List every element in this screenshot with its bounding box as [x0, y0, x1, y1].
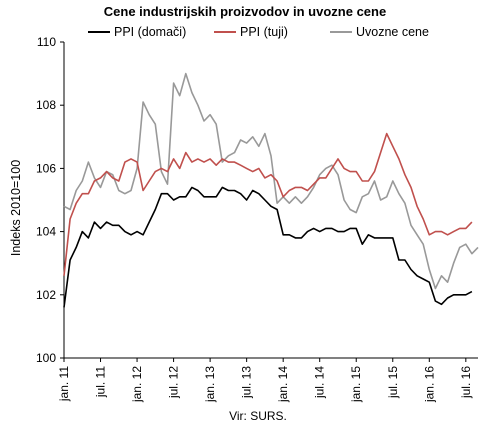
x-tick-label: jul. 12 — [167, 366, 181, 399]
x-tick-label: jul. 16 — [459, 366, 473, 399]
x-tick-label: jul. 15 — [386, 366, 400, 399]
y-axis-title: Indeks 2010=100 — [9, 160, 23, 256]
y-axis: 100 102 104 106 108 110 — [36, 35, 64, 365]
legend: PPI (domači) PPI (tuji) Uvozne cene — [88, 25, 429, 39]
plot-area — [63, 42, 479, 359]
series-line-ppi-doma-i — [63, 186, 473, 308]
x-tick-label: jan. 12 — [130, 366, 144, 403]
y-tick-label: 102 — [36, 288, 56, 302]
series-line-uvozne-cene — [63, 72, 479, 290]
legend-label: Uvozne cene — [356, 25, 429, 39]
x-tick-label: jul. 14 — [313, 366, 327, 399]
x-tick-label: jan. 15 — [349, 366, 363, 403]
x-tick-label: jul. 11 — [94, 366, 108, 398]
source-note: Vir: SURS. — [229, 409, 287, 423]
y-tick-label: 110 — [37, 35, 56, 49]
legend-label: PPI (domači) — [114, 25, 186, 39]
x-tick-label: jan. 11 — [57, 366, 71, 402]
x-axis: jan. 11 jul. 11 jan. 12 jul. 12 jan. 13 jul. … — [57, 358, 473, 403]
y-tick-label: 108 — [36, 98, 56, 112]
y-tick-label: 100 — [36, 351, 56, 365]
x-tick-label: jan. 16 — [422, 366, 436, 403]
x-tick-label: jan. 13 — [203, 366, 217, 403]
series-line-ppi-tuji — [63, 132, 473, 276]
x-tick-label: jul. 13 — [240, 366, 254, 399]
y-tick-label: 106 — [36, 161, 56, 175]
x-tick-label: jan. 14 — [276, 366, 290, 403]
y-tick-label: 104 — [36, 225, 56, 239]
legend-label: PPI (tuji) — [240, 25, 288, 39]
chart-title: Cene industrijskih proizvodov in uvozne … — [104, 4, 386, 19]
